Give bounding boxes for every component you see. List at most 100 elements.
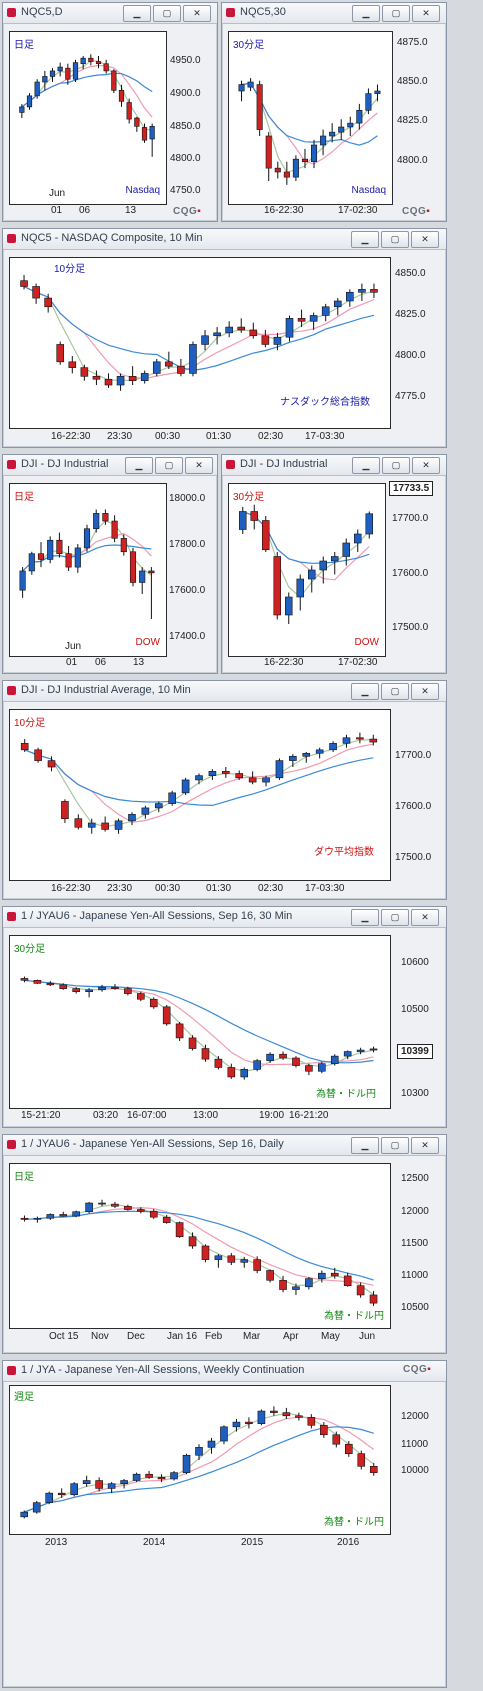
candle-body bbox=[257, 1410, 266, 1424]
candle-body bbox=[34, 81, 40, 97]
candle-body bbox=[333, 300, 342, 308]
close-button[interactable]: ✕ bbox=[411, 909, 439, 926]
window-nqc5-10min: NQC5 - NASDAQ Composite, 10 Min ▁ ▢ ✕ 10… bbox=[2, 228, 447, 448]
minimize-button[interactable]: ▁ bbox=[352, 457, 380, 474]
candle-body bbox=[140, 373, 149, 381]
candle-body bbox=[253, 1259, 261, 1271]
maximize-button[interactable]: ▢ bbox=[381, 909, 409, 926]
candle-body bbox=[213, 332, 221, 337]
candle-body bbox=[74, 818, 83, 828]
close-button[interactable]: ✕ bbox=[183, 5, 211, 22]
candle-body bbox=[356, 109, 363, 124]
y-tick: 12000 bbox=[401, 1411, 429, 1422]
minimize-button[interactable]: ▁ bbox=[351, 683, 379, 700]
minimize-button[interactable]: ▁ bbox=[123, 5, 151, 22]
maximize-button[interactable]: ▢ bbox=[155, 457, 183, 474]
chart-plot-area[interactable]: 30分足 DOW bbox=[228, 483, 386, 657]
period-label: 30分足 bbox=[233, 492, 265, 503]
title-bar[interactable]: 1 / JYA - Japanese Yen-All Sessions, Wee… bbox=[3, 1361, 446, 1382]
period-label: 週足 bbox=[14, 1392, 34, 1403]
candle-body bbox=[302, 752, 311, 757]
title-bar[interactable]: DJI - DJ Industrial Average, 10 Min ▁ ▢ … bbox=[3, 681, 446, 702]
minimize-button[interactable]: ▁ bbox=[125, 457, 153, 474]
candle-body bbox=[118, 90, 125, 102]
moving-average-line bbox=[242, 510, 370, 564]
chart-plot-area[interactable]: 日足 Nasdaq bbox=[9, 31, 167, 205]
candle-body bbox=[321, 306, 330, 316]
title-bar[interactable]: 1 / JYAU6 - Japanese Yen-All Sessions, S… bbox=[3, 907, 446, 928]
title-bar[interactable]: 1 / JYAU6 - Japanese Yen-All Sessions, S… bbox=[3, 1135, 446, 1156]
moving-average-line bbox=[24, 979, 374, 1066]
minimize-button[interactable]: ▁ bbox=[351, 231, 379, 248]
candle-body bbox=[305, 1278, 313, 1288]
candle-body bbox=[356, 737, 364, 740]
close-button[interactable]: ✕ bbox=[185, 457, 213, 474]
chart-plot-area[interactable]: 10分足 ダウ平均指数 bbox=[9, 709, 391, 881]
instrument-label: Nasdaq bbox=[351, 185, 386, 196]
x-tick: 16-21:20 bbox=[289, 1110, 329, 1121]
candle-body bbox=[139, 570, 146, 583]
maximize-button[interactable]: ▢ bbox=[153, 5, 181, 22]
last-price-tag: 17733.5 bbox=[389, 481, 434, 496]
instrument-label: DOW bbox=[354, 637, 379, 648]
candle-body bbox=[46, 983, 55, 986]
title-bar[interactable]: NQC5,30 ▁ ▢ ✕ bbox=[222, 3, 446, 24]
close-button[interactable]: ✕ bbox=[412, 5, 440, 22]
minimize-button[interactable]: ▁ bbox=[351, 909, 379, 926]
maximize-button[interactable]: ▢ bbox=[382, 457, 410, 474]
title-bar[interactable]: NQC5,D ▁ ▢ ✕ bbox=[3, 3, 217, 24]
window-title: 1 / JYAU6 - Japanese Yen-All Sessions, S… bbox=[21, 910, 293, 922]
candle-body bbox=[145, 1473, 153, 1478]
candle-body bbox=[124, 1205, 132, 1210]
candle-body bbox=[107, 1483, 116, 1489]
candle-body bbox=[149, 126, 155, 140]
x-tick: 17-02:30 bbox=[338, 657, 378, 668]
minimize-button[interactable]: ▁ bbox=[352, 5, 380, 22]
close-button[interactable]: ✕ bbox=[411, 231, 439, 248]
title-bar[interactable]: NQC5 - NASDAQ Composite, 10 Min ▁ ▢ ✕ bbox=[3, 229, 446, 250]
candle-body bbox=[284, 596, 293, 616]
candle-body bbox=[253, 1060, 261, 1070]
period-label: 日足 bbox=[14, 1172, 34, 1183]
candle-body bbox=[85, 1202, 93, 1213]
maximize-button[interactable]: ▢ bbox=[381, 231, 409, 248]
candle-body bbox=[98, 986, 106, 991]
candle-body bbox=[20, 280, 28, 287]
candle-body bbox=[57, 1492, 66, 1496]
candle-body bbox=[318, 1272, 326, 1279]
close-button[interactable]: ✕ bbox=[411, 1137, 439, 1154]
candle-body bbox=[320, 1424, 328, 1436]
candle-body bbox=[32, 1502, 41, 1513]
chart-plot-area[interactable]: 日足 DOW bbox=[9, 483, 167, 657]
cqg-logo-icon bbox=[7, 234, 16, 243]
moving-average-line bbox=[22, 544, 152, 572]
chart-plot-area[interactable]: 30分足 為替・ドル円 bbox=[9, 935, 391, 1109]
x-tick: 01:30 bbox=[206, 431, 232, 442]
x-tick: 13:00 bbox=[193, 1110, 219, 1121]
candle-body bbox=[338, 126, 345, 133]
y-tick: 17600.0 bbox=[392, 568, 429, 579]
chart-plot-area[interactable]: 10分足 ナスダック総合指数 bbox=[9, 257, 391, 429]
candle-body bbox=[92, 376, 101, 380]
y-tick: 17600.0 bbox=[395, 801, 432, 812]
maximize-button[interactable]: ▢ bbox=[381, 683, 409, 700]
x-tick: 00:30 bbox=[155, 883, 181, 894]
window-jyau6-30min: 1 / JYAU6 - Japanese Yen-All Sessions, S… bbox=[2, 906, 447, 1128]
candle-body bbox=[227, 1067, 236, 1078]
minimize-button[interactable]: ▁ bbox=[351, 1137, 379, 1154]
chart-plot-area[interactable]: 30分足 Nasdaq bbox=[228, 31, 393, 205]
x-tick: 13 bbox=[125, 205, 137, 216]
title-bar[interactable]: DJI - DJ Industrial ▁ ▢ ✕ bbox=[3, 455, 217, 476]
chart-plot-area[interactable]: 週足 為替・ドル円 bbox=[9, 1385, 391, 1535]
candle-body bbox=[273, 556, 281, 616]
y-tick: 11500 bbox=[401, 1238, 429, 1249]
maximize-button[interactable]: ▢ bbox=[382, 5, 410, 22]
chart-plot-area[interactable]: 日足 為替・ドル円 bbox=[9, 1163, 391, 1329]
candle-body bbox=[279, 1279, 287, 1290]
close-button[interactable]: ✕ bbox=[412, 457, 440, 474]
candle-body bbox=[296, 578, 305, 598]
maximize-button[interactable]: ▢ bbox=[381, 1137, 409, 1154]
title-bar[interactable]: DJI - DJ Industrial ▁ ▢ ✕ bbox=[222, 455, 446, 476]
close-button[interactable]: ✕ bbox=[411, 683, 439, 700]
x-tick: Oct 15 bbox=[49, 1331, 79, 1342]
